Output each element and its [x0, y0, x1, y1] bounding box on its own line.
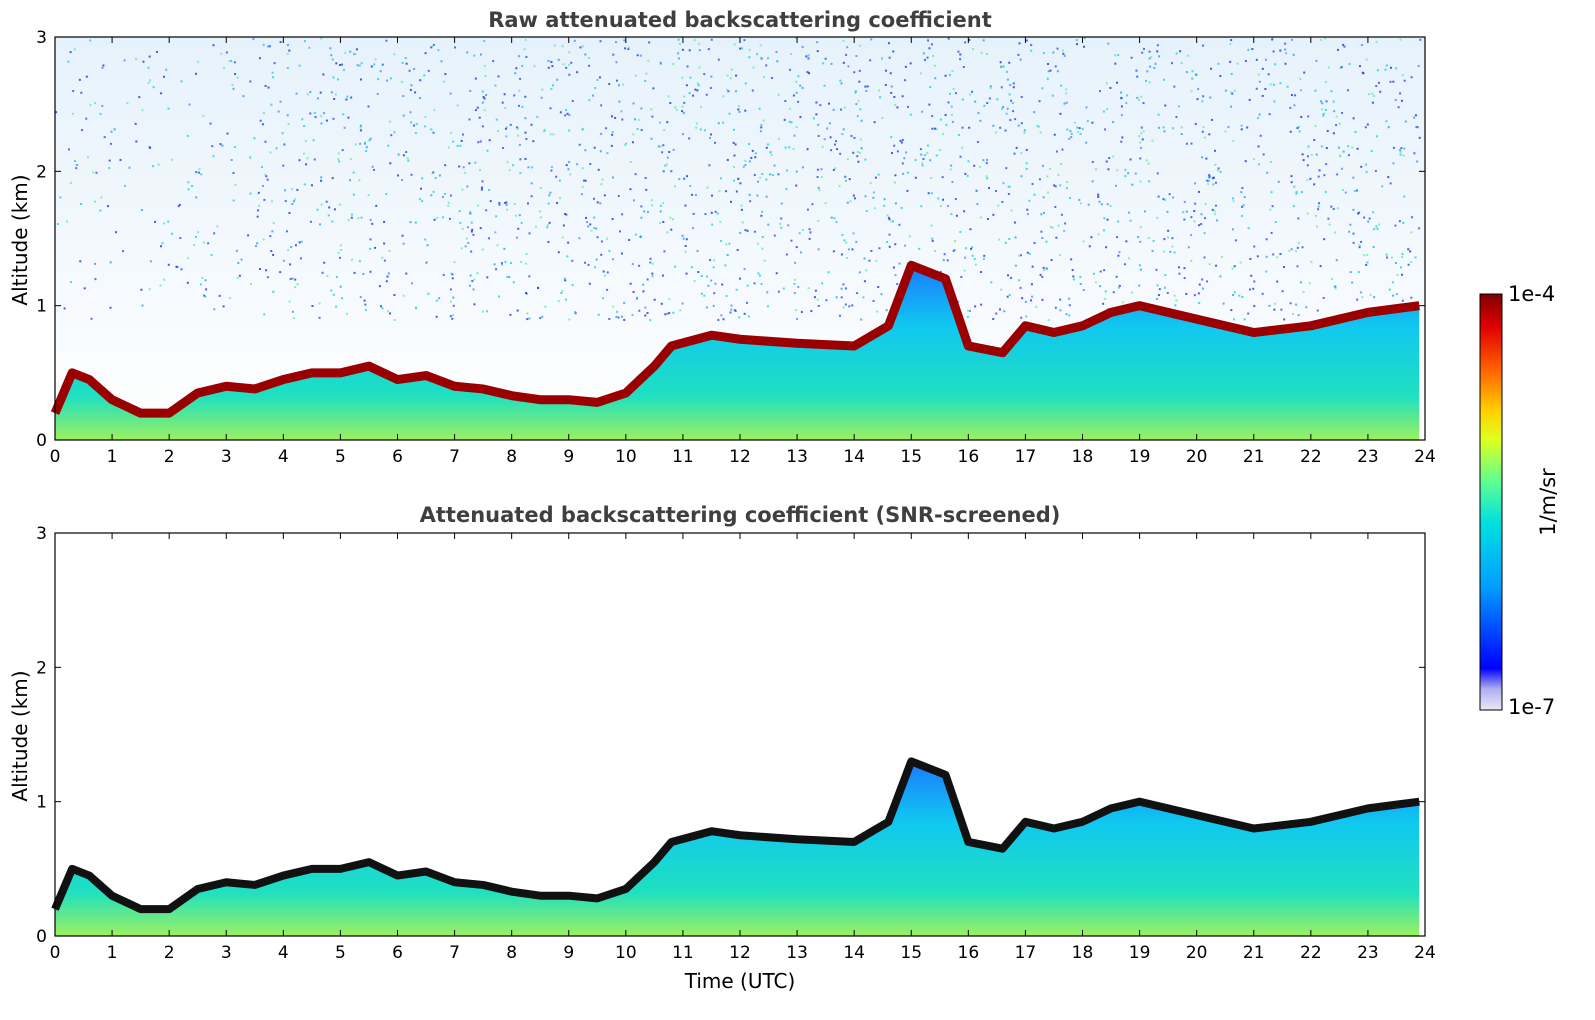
x-tick-label: 4	[278, 447, 289, 467]
x-tick-label: 12	[729, 943, 751, 963]
x-tick-label: 18	[1072, 943, 1094, 963]
panel1-layer-top-line	[50, 260, 1420, 418]
x-tick-label: 15	[900, 943, 922, 963]
x-tick-label: 22	[1300, 447, 1322, 467]
x-tick-label: 8	[506, 943, 517, 963]
colorbar-max-label: 1e-4	[1508, 282, 1555, 306]
x-tick-label: 21	[1243, 447, 1265, 467]
x-tick-label: 23	[1357, 943, 1379, 963]
y-tick-label: 1	[36, 793, 47, 813]
x-tick-label: 6	[392, 943, 403, 963]
y-tick-label: 1	[36, 297, 47, 317]
panel-snr-screened: Attenuated backscattering coefficient (S…	[8, 503, 1436, 993]
x-tick-label: 10	[615, 943, 637, 963]
x-tick-label: 20	[1186, 447, 1208, 467]
x-tick-label: 20	[1186, 943, 1208, 963]
colorbar-min-label: 1e-7	[1508, 695, 1555, 719]
x-tick-label: 21	[1243, 943, 1265, 963]
x-tick-label: 9	[563, 943, 574, 963]
x-tick-label: 2	[164, 447, 175, 467]
x-tick-label: 13	[786, 447, 808, 467]
panel1-ylabel: Altitude (km)	[8, 174, 32, 305]
x-tick-label: 3	[221, 447, 232, 467]
x-tick-label: 24	[1414, 943, 1436, 963]
x-tick-label: 6	[392, 447, 403, 467]
panel2-xlabel: Time (UTC)	[684, 969, 796, 993]
panel1-title: Raw attenuated backscattering coefficien…	[488, 8, 992, 32]
x-tick-label: 15	[900, 447, 922, 467]
panel-raw-backscatter: Raw attenuated backscattering coefficien…	[8, 8, 1436, 467]
x-tick-label: 16	[958, 943, 980, 963]
x-tick-label: 17	[1015, 943, 1037, 963]
x-tick-label: 7	[449, 943, 460, 963]
x-tick-label: 0	[50, 943, 61, 963]
y-tick-label: 2	[36, 162, 47, 182]
y-tick-label: 2	[36, 658, 47, 678]
y-tick-label: 3	[36, 28, 47, 48]
x-tick-label: 18	[1072, 447, 1094, 467]
x-tick-label: 7	[449, 447, 460, 467]
x-tick-label: 12	[729, 447, 751, 467]
x-tick-label: 4	[278, 943, 289, 963]
x-tick-label: 23	[1357, 447, 1379, 467]
x-tick-label: 17	[1015, 447, 1037, 467]
x-tick-label: 2	[164, 943, 175, 963]
colorbar-unit-label: 1/m/sr	[1536, 468, 1560, 536]
x-tick-label: 1	[107, 447, 118, 467]
x-tick-label: 11	[672, 943, 694, 963]
colorbar-gradient	[1479, 293, 1503, 711]
x-tick-label: 1	[107, 943, 118, 963]
x-tick-label: 19	[1129, 943, 1151, 963]
panel1-noise-speckle	[55, 37, 1422, 322]
x-tick-label: 0	[50, 447, 61, 467]
colorbar: 1e-4 1e-7 1/m/sr	[1479, 282, 1560, 719]
x-tick-label: 9	[563, 447, 574, 467]
y-tick-label: 0	[36, 927, 47, 947]
panel2-ylabel: Altitude (km)	[8, 670, 32, 801]
y-tick-label: 0	[36, 431, 47, 451]
x-tick-label: 16	[958, 447, 980, 467]
x-tick-label: 19	[1129, 447, 1151, 467]
x-tick-label: 5	[335, 943, 346, 963]
y-tick-label: 3	[36, 524, 47, 544]
x-tick-label: 14	[843, 943, 865, 963]
x-tick-label: 5	[335, 447, 346, 467]
panel2-title: Attenuated backscattering coefficient (S…	[420, 503, 1061, 527]
x-tick-label: 3	[221, 943, 232, 963]
x-tick-label: 11	[672, 447, 694, 467]
x-tick-label: 24	[1414, 447, 1436, 467]
x-tick-label: 10	[615, 447, 637, 467]
panel1-aerosol-layer	[55, 265, 1420, 440]
x-tick-label: 22	[1300, 943, 1322, 963]
x-tick-label: 14	[843, 447, 865, 467]
x-tick-label: 8	[506, 447, 517, 467]
x-tick-label: 13	[786, 943, 808, 963]
panel2-layer-top-line	[51, 757, 1420, 914]
panel2-aerosol-layer	[55, 761, 1420, 936]
